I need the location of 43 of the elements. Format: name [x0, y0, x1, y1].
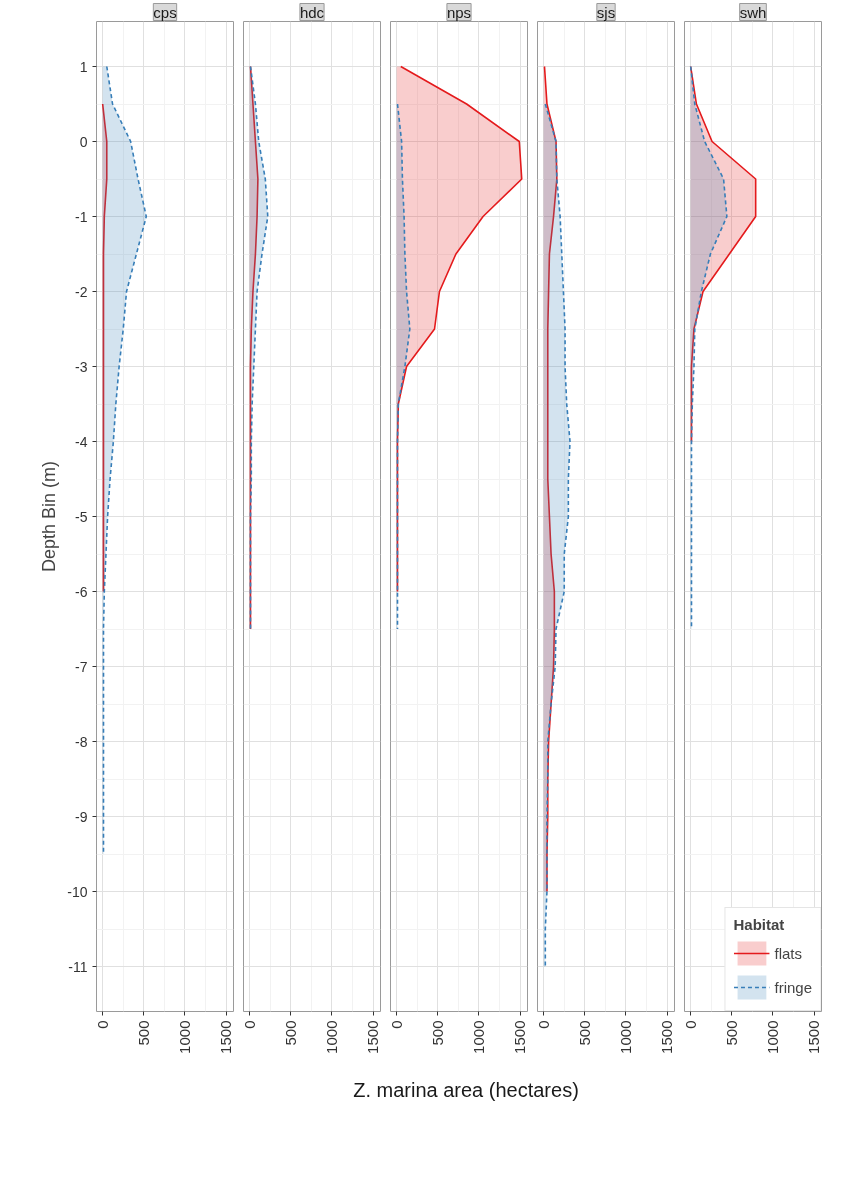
x-tick-label: 0 [681, 1020, 699, 1029]
x-tick-label: 1000 [469, 1020, 487, 1054]
y-tick-label: -1 [75, 208, 88, 225]
x-tick-label: 1000 [175, 1020, 193, 1054]
x-tick-label: 1500 [658, 1020, 676, 1054]
y-tick-label: -8 [75, 733, 88, 750]
x-tick-label: 1000 [322, 1020, 340, 1054]
x-tick-label: 0 [534, 1020, 552, 1029]
x-tick-label: 1500 [511, 1020, 529, 1054]
chart-title: sjs [596, 3, 616, 21]
y-tick-label: -11 [68, 958, 88, 975]
y-tick-label: -5 [75, 508, 88, 525]
x-tick-label: 1000 [616, 1020, 634, 1054]
x-tick-label: 0 [240, 1020, 258, 1029]
y-tick-label: -6 [75, 583, 88, 600]
y-tick-label: -3 [75, 358, 88, 375]
x-tick-label: 500 [575, 1020, 593, 1046]
y-tick-label: -2 [75, 283, 88, 300]
x-tick-label: 0 [93, 1020, 111, 1029]
chart-title: nps [446, 3, 472, 21]
chart-title: swh [739, 3, 767, 21]
y-tick-label: -10 [67, 883, 88, 900]
x-tick-label: 0 [387, 1020, 405, 1029]
x-tick-label: 1500 [805, 1020, 823, 1054]
legend-label: flats [774, 944, 802, 962]
x-tick-label: 500 [722, 1020, 740, 1046]
x-tick-label: 500 [428, 1020, 446, 1046]
y-tick-label: -9 [75, 808, 88, 825]
legend-label: fringe [774, 978, 812, 996]
x-tick-label: 500 [281, 1020, 299, 1046]
x-tick-label: 1000 [763, 1020, 781, 1054]
x-tick-label: 500 [134, 1020, 152, 1046]
chart-title: cps [153, 3, 177, 21]
y-tick-label: 1 [79, 58, 88, 75]
y-axis-title: Depth Bin (m) [39, 460, 60, 573]
y-tick-label: -7 [75, 658, 88, 675]
x-tick-label: 1500 [217, 1020, 235, 1054]
chart-title: hdc [299, 3, 325, 21]
legend-title: Habitat [733, 916, 786, 933]
x-tick-label: 1500 [364, 1020, 382, 1054]
y-tick-label: 0 [79, 133, 88, 150]
y-tick-label: -4 [75, 433, 88, 450]
x-axis-title: Z. marina area (hectares) [353, 1078, 579, 1103]
